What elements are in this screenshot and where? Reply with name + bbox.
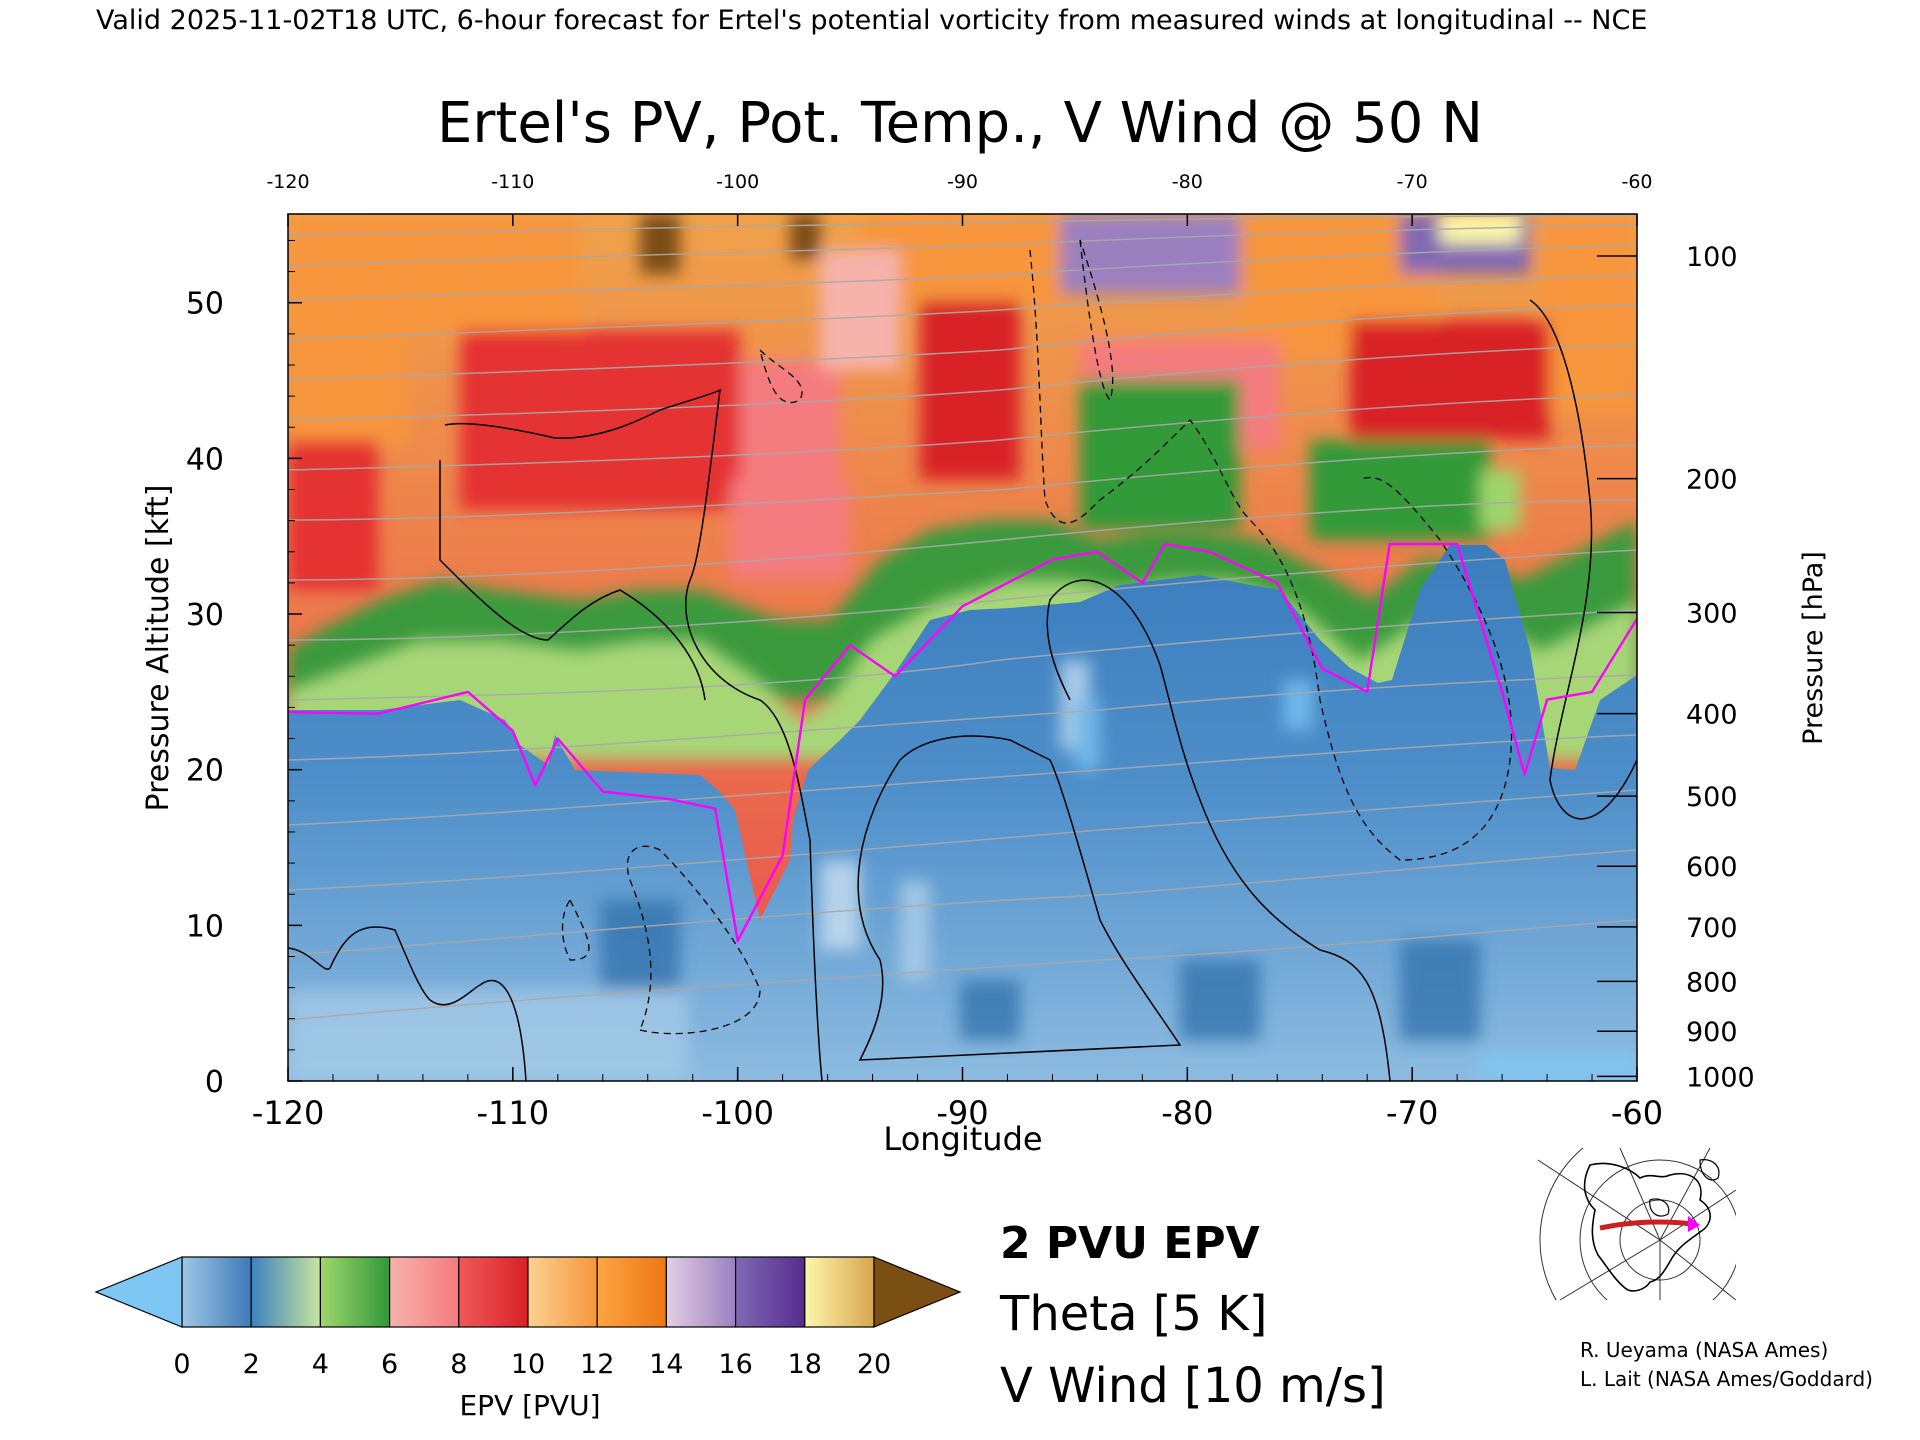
x-tick-label: -80 [1161, 1094, 1213, 1132]
x-top-tick-label: -80 [1172, 171, 1203, 193]
stratosphere-detail [288, 214, 1637, 590]
continent-outline [1583, 1162, 1711, 1292]
pressure-tick-label: 200 [1686, 465, 1738, 496]
colorbar-tick-label: 14 [649, 1349, 683, 1380]
colorbar-tick-label: 0 [173, 1349, 190, 1380]
colorbar-tick-label: 10 [511, 1349, 545, 1380]
y-tick-label: 50 [186, 287, 224, 322]
section-line [1599, 1219, 1693, 1231]
colorbar-tick-label: 2 [243, 1349, 260, 1380]
pressure-tick-label: 700 [1686, 913, 1738, 944]
colorbar-label: EPV [PVU] [459, 1389, 600, 1422]
colorbar-segment [319, 1256, 391, 1328]
pressure-tick-label: 600 [1686, 852, 1738, 883]
pressure-tick-label: 400 [1686, 700, 1738, 731]
colorbar-tick-label: 6 [381, 1349, 398, 1380]
x-tick-label: -120 [252, 1094, 325, 1132]
y-axis-label-left: Pressure Altitude [kft] [141, 485, 176, 812]
y-tick-label: 20 [186, 754, 224, 789]
colorbar-segment [527, 1256, 598, 1328]
colorbar-segment [181, 1256, 252, 1328]
x-top-tick-label: -90 [947, 171, 978, 193]
y-tick-label: 10 [186, 909, 224, 944]
x-tick-label: -90 [936, 1094, 988, 1132]
chart-title: Ertel's PV, Pot. Temp., V Wind @ 50 N [437, 91, 1483, 156]
y-axis-label-right: Pressure [hPa] [1798, 551, 1829, 745]
colorbar-tick-label: 12 [580, 1349, 614, 1380]
x-tick-label: -70 [1386, 1094, 1438, 1132]
x-tick-label: -60 [1611, 1094, 1663, 1132]
x-top-tick-label: -100 [716, 171, 759, 193]
colorbar-tick-label: 20 [857, 1349, 891, 1380]
colorbar-tick-label: 18 [788, 1349, 822, 1380]
pressure-tick-label: 900 [1686, 1017, 1738, 1048]
x-tick-label: -100 [701, 1094, 774, 1132]
wind-contours [288, 299, 1637, 1081]
tropopause-2pvu-line [288, 542, 1637, 943]
locator-map [1538, 1148, 1736, 1300]
pressure-tick-label: 1000 [1686, 1062, 1755, 1093]
x-axis-top: -120 -110 -100 -90 -80 -70 -60 [266, 171, 1653, 226]
pressure-tick-label: 800 [1686, 967, 1738, 998]
y-tick-label: 30 [186, 598, 224, 633]
x-axis: -120 -110 -100 -90 -80 -70 -60 [252, 1067, 1663, 1132]
colorbar-under-arrow [94, 1256, 183, 1328]
colorbar: 0 2 4 6 8 10 12 14 16 18 20 [94, 1256, 962, 1380]
troposphere-detail [288, 660, 1637, 1081]
credit-line-1: R. Ueyama (NASA Ames) [1580, 1338, 1828, 1362]
x-top-tick-label: -60 [1621, 171, 1652, 193]
x-tick-label: -110 [477, 1094, 550, 1132]
colorbar-segment [665, 1256, 737, 1328]
theta-contours [288, 214, 1637, 1021]
pressure-tick-label: 100 [1686, 242, 1738, 273]
y-tick-label: 0 [205, 1065, 224, 1100]
plot-area [288, 214, 1637, 1081]
x-top-tick-label: -120 [266, 171, 309, 193]
colorbar-tick-label: 4 [312, 1349, 329, 1380]
y-axis-right: 100 200 300 400 500 600 700 800 900 1000 [1597, 242, 1755, 1093]
x-axis-label: Longitude [883, 1120, 1042, 1158]
colorbar-tick-label: 16 [718, 1349, 752, 1380]
legend-item-wind: V Wind [10 m/s] [1000, 1358, 1386, 1414]
legend: 2 PVU EPV Theta [5 K] V Wind [10 m/s] [999, 1218, 1386, 1414]
pressure-tick-label: 500 [1686, 782, 1738, 813]
legend-item-epv: 2 PVU EPV [1000, 1218, 1260, 1269]
x-top-tick-label: -70 [1397, 171, 1428, 193]
wind-contours-negative [561, 239, 1513, 1035]
figure-caption: Valid 2025-11-02T18 UTC, 6-hour forecast… [96, 5, 1647, 36]
colorbar-tick-label: 8 [450, 1349, 467, 1380]
y-tick-label: 40 [186, 442, 224, 477]
colorbar-segment [389, 1256, 460, 1328]
pressure-tick-label: 300 [1686, 598, 1738, 629]
colorbar-segment [804, 1256, 875, 1328]
credit-line-2: L. Lait (NASA Ames/Goddard) [1580, 1367, 1873, 1391]
colorbar-segment [250, 1256, 321, 1328]
colorbar-segment [734, 1256, 806, 1328]
y-axis-left: 0 10 20 30 40 50 [186, 239, 302, 1100]
legend-item-theta: Theta [5 K] [999, 1286, 1268, 1342]
x-top-tick-label: -110 [491, 171, 534, 193]
colorbar-over-arrow [873, 1256, 962, 1328]
colorbar-segment [458, 1256, 529, 1328]
colorbar-segment [596, 1256, 668, 1328]
